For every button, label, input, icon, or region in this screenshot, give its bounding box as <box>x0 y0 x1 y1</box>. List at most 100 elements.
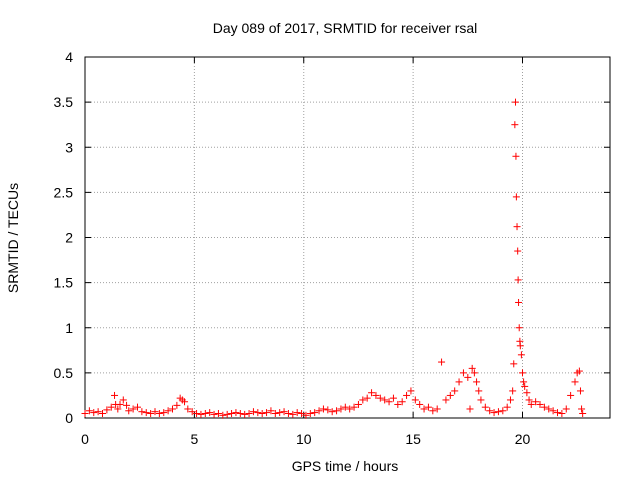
data-point <box>298 409 306 417</box>
y-tick-label: 0 <box>65 410 73 426</box>
data-point <box>578 405 586 413</box>
data-point <box>451 387 459 395</box>
data-point <box>119 396 127 404</box>
data-point <box>532 398 540 406</box>
data-point <box>403 391 411 399</box>
data-point <box>446 391 454 399</box>
data-point <box>420 405 428 413</box>
data-point <box>554 409 561 417</box>
data-point <box>394 400 402 408</box>
x-tick-label: 5 <box>190 431 198 447</box>
data-point <box>511 121 519 129</box>
data-point <box>155 409 163 417</box>
grid <box>85 57 610 418</box>
data-point <box>276 409 284 417</box>
data-point <box>328 408 336 416</box>
data-point <box>184 405 192 413</box>
data-point <box>499 407 507 415</box>
data-point <box>514 247 522 255</box>
data-point <box>350 403 358 411</box>
data-point <box>477 396 485 404</box>
data-point <box>267 407 275 415</box>
data-point <box>197 410 205 418</box>
data-point <box>558 409 566 417</box>
data-point <box>337 405 345 413</box>
data-point <box>346 405 354 413</box>
data-point <box>455 378 463 386</box>
data-point <box>81 409 89 417</box>
data-point <box>389 394 397 402</box>
x-tick-label: 15 <box>405 431 421 447</box>
data-point <box>512 193 520 201</box>
data-point <box>407 387 415 395</box>
data-point <box>359 396 367 404</box>
data-point <box>486 407 494 415</box>
data-point <box>134 403 141 411</box>
data-point <box>503 403 511 411</box>
data-point <box>466 405 474 413</box>
data-point <box>232 409 240 417</box>
data-point <box>142 409 150 417</box>
data-point <box>138 408 146 416</box>
data-point <box>490 409 498 417</box>
x-axis-label: GPS time / hours <box>292 458 399 474</box>
data-point <box>381 396 389 404</box>
data-point <box>517 351 525 359</box>
y-tick-label: 0.5 <box>54 365 74 381</box>
data-point <box>271 409 279 417</box>
data-point <box>85 407 93 415</box>
data-point <box>107 403 115 411</box>
y-tick-label: 3 <box>65 139 73 155</box>
data-point <box>188 408 196 416</box>
data-point <box>516 342 524 350</box>
data-point <box>514 276 522 284</box>
data-point <box>515 324 523 332</box>
y-tick-label: 2.5 <box>54 184 74 200</box>
data-point <box>520 378 528 386</box>
data-point <box>258 409 266 417</box>
data-point <box>363 394 371 402</box>
y-tick-label: 1 <box>65 320 73 336</box>
y-tick-label: 3.5 <box>54 94 74 110</box>
data-point <box>319 405 327 413</box>
data-point <box>114 405 122 413</box>
data-point <box>324 406 332 414</box>
data-point <box>571 378 579 386</box>
data-point <box>515 298 523 306</box>
data-point <box>464 373 472 381</box>
data-point <box>549 407 557 415</box>
data-point <box>442 396 450 404</box>
data-point <box>160 409 168 417</box>
data-point <box>459 369 467 377</box>
data-point <box>164 407 172 415</box>
data-point <box>525 396 533 404</box>
data-point <box>354 400 362 408</box>
data-point <box>99 409 106 417</box>
data-point <box>219 411 227 419</box>
data-point <box>147 409 155 417</box>
data-point <box>545 405 553 413</box>
data-point <box>201 409 209 417</box>
data-point <box>433 405 441 413</box>
data-point <box>90 409 98 417</box>
data-point <box>249 408 257 416</box>
data-point <box>576 387 584 395</box>
data-point <box>293 409 301 417</box>
data-point <box>181 398 189 406</box>
data-point <box>123 401 131 409</box>
data-point <box>111 391 119 399</box>
data-point <box>263 409 271 417</box>
data-point <box>411 396 419 404</box>
data-point <box>193 409 201 417</box>
y-axis-label: SRMTID / TECUs <box>5 183 21 293</box>
data-point <box>470 369 478 377</box>
data-point <box>438 358 446 366</box>
data-point <box>228 409 236 417</box>
data-point <box>129 405 137 413</box>
data-point <box>527 400 535 408</box>
data-point <box>173 401 181 409</box>
data-point <box>398 398 406 406</box>
data-point <box>302 411 310 419</box>
